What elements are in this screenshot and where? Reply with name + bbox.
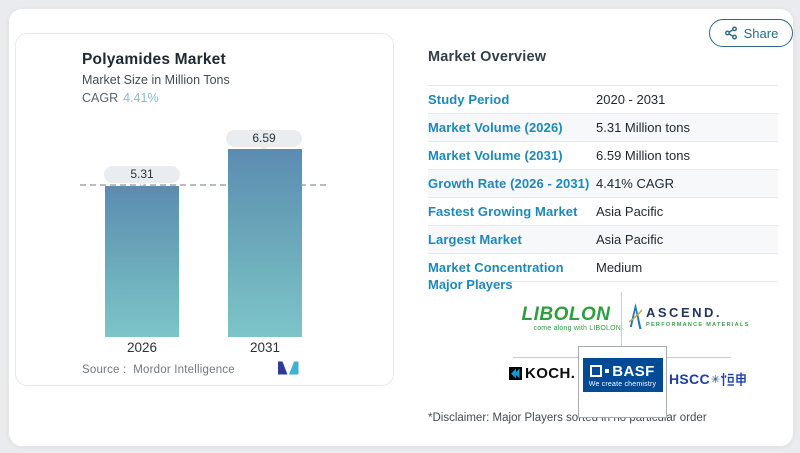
share-icon (724, 26, 738, 40)
logo-basf: BASF We create chemistry (578, 346, 667, 418)
hscc-wordmark: HSCC (669, 371, 710, 387)
bar-2026 (105, 186, 179, 337)
ascend-a-icon (629, 303, 642, 330)
table-row-fastest-growing-market: Fastest Growing Market Asia Pacific (428, 198, 778, 226)
row-label: Market Volume (2031) (428, 148, 563, 163)
table-row-market-concentration: Market Concentration Medium (428, 254, 778, 282)
overview-heading: Market Overview (428, 49, 547, 65)
mordor-intelligence-logo-icon (278, 361, 299, 380)
basf-square-dot-icon (605, 369, 610, 373)
cagr-line: CAGR 4.41% (82, 91, 159, 105)
libolon-wordmark: LIBOLON (521, 304, 611, 325)
row-value: Asia Pacific (596, 232, 664, 247)
chart-title: Polyamides Market (82, 51, 226, 68)
logo-koch: KOCH. (509, 365, 575, 382)
koch-wordmark: KOCH. (525, 365, 576, 382)
ascend-wordmark: ASCEND. (646, 305, 723, 320)
basf-blue-panel: BASF We create chemistry (582, 358, 663, 392)
table-row-study-period: Study Period 2020 - 2031 (428, 86, 778, 114)
source-label: Source : (82, 364, 127, 376)
row-value: 6.59 Million tons (596, 148, 690, 163)
row-label: Growth Rate (2026 - 2031) (428, 176, 590, 191)
bar-value-2026: 5.31 (130, 167, 154, 181)
bar-2031 (228, 149, 302, 337)
share-button-label: Share (743, 25, 779, 41)
cagr-value: 4.41% (123, 91, 159, 105)
row-value: 2020 - 2031 (596, 92, 666, 107)
bar-value-badge-2026: 5.31 (104, 166, 180, 187)
logo-grid-vertical-divider (621, 292, 622, 346)
logo-hscc: HSCC ✳ (669, 371, 747, 387)
x-axis-label-2031: 2031 (249, 340, 281, 355)
table-row-largest-market: Largest Market Asia Pacific (428, 226, 778, 254)
x-axis-label-2026: 2026 (126, 340, 158, 355)
chart-panel: Polyamides Market Market Size in Million… (15, 33, 394, 386)
logo-libolon: LIBOLON come along with LIBOLON (511, 304, 621, 333)
hscc-cn-glyphs (721, 372, 747, 387)
row-label: Market Volume (2026) (428, 120, 563, 135)
source-attribution: Source : Mordor Intelligence (82, 364, 235, 376)
basf-square-outline-icon (590, 365, 603, 377)
source-value: Mordor Intelligence (133, 364, 235, 376)
logo-ascend: ASCEND. PERFORMANCE MATERIALS (629, 303, 750, 330)
reference-dashed-line (80, 184, 326, 186)
bar-value-2031: 6.59 (252, 131, 276, 145)
row-value: 5.31 Million tons (596, 120, 690, 135)
row-label: Largest Market (428, 232, 522, 247)
basf-tagline: We create chemistry (588, 380, 657, 388)
bar-value-badge-2031: 6.59 (226, 130, 302, 151)
chart-subtitle: Market Size in Million Tons (82, 73, 230, 87)
market-snapshot-card: Polyamides Market Market Size in Million… (8, 8, 794, 447)
share-button[interactable]: Share (709, 19, 793, 47)
table-row-market-volume-2026: Market Volume (2026) 5.31 Million tons (428, 114, 778, 142)
table-row-growth-rate: Growth Rate (2026 - 2031) 4.41% CAGR (428, 170, 778, 198)
libolon-tagline: come along with LIBOLON (533, 325, 621, 332)
koch-icon (509, 367, 522, 380)
row-label: Fastest Growing Market (428, 204, 578, 219)
table-row-market-volume-2031: Market Volume (2031) 6.59 Million tons (428, 142, 778, 170)
cagr-label: CAGR (82, 91, 119, 105)
row-value: 4.41% CAGR (596, 176, 675, 191)
row-label: Market Concentration (428, 260, 564, 275)
row-value: Medium (596, 260, 643, 275)
major-players-label: Major Players (428, 277, 513, 292)
basf-wordmark: BASF (612, 362, 655, 380)
overview-table: Study Period 2020 - 2031 Market Volume (… (428, 85, 778, 282)
row-label: Study Period (428, 92, 510, 107)
row-value: Asia Pacific (596, 204, 664, 219)
ascend-subtext: PERFORMANCE MATERIALS (646, 322, 750, 328)
hscc-snowflake-mark: ✳ (710, 373, 721, 386)
